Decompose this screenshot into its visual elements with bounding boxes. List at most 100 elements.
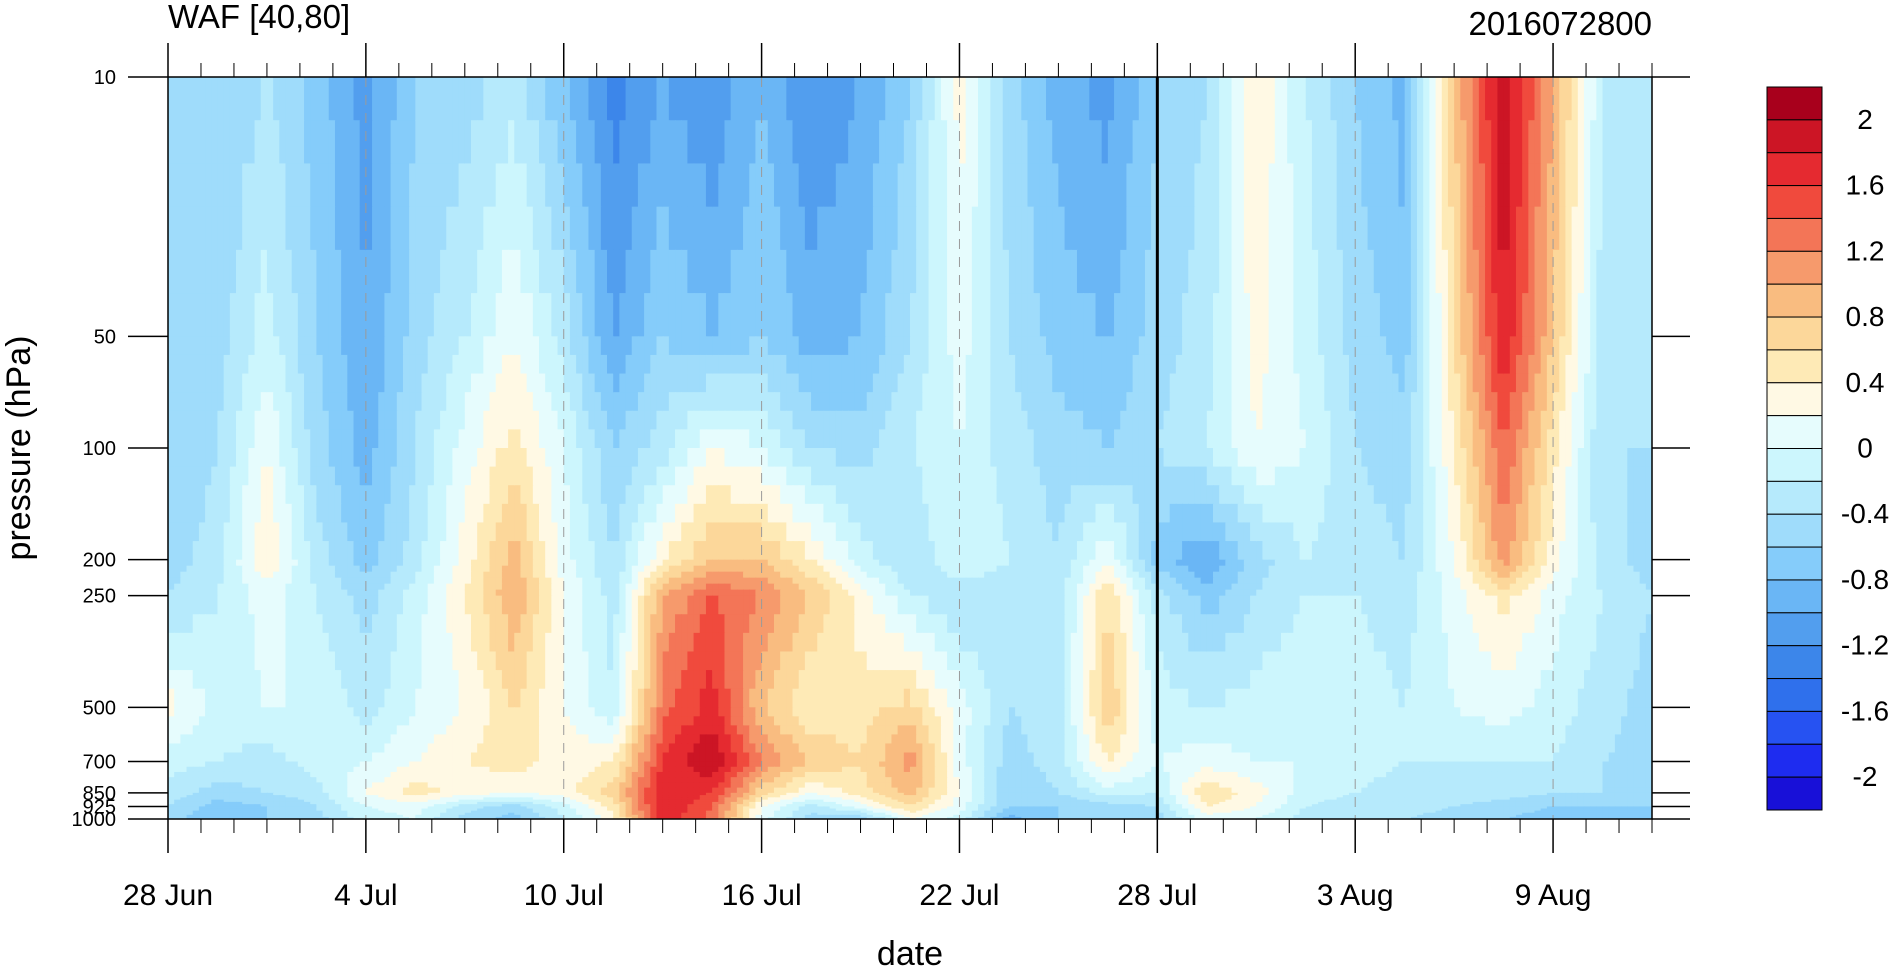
- contour-cell: [625, 429, 633, 449]
- contour-cell: [508, 571, 516, 579]
- contour-cell: [1602, 354, 1610, 375]
- contour-cell: [675, 571, 683, 579]
- contour-cell: [767, 577, 775, 585]
- contour-cell: [1478, 466, 1486, 487]
- contour-cell: [928, 541, 936, 561]
- contour-cell: [854, 466, 862, 487]
- contour-cell: [1497, 392, 1505, 412]
- contour-cell: [594, 577, 602, 585]
- contour-cell: [607, 522, 614, 542]
- contour-cell: [1095, 466, 1103, 487]
- contour-cell: [1200, 77, 1208, 122]
- contour-cell: [1410, 522, 1418, 542]
- contour-cell: [341, 541, 349, 561]
- contour-cell: [749, 336, 757, 356]
- contour-cell: [1404, 120, 1412, 165]
- contour-cell: [934, 448, 942, 468]
- contour-cell: [353, 522, 361, 542]
- contour-cell: [273, 120, 281, 165]
- contour-cell: [279, 571, 287, 579]
- contour-cell: [489, 392, 497, 412]
- contour-cell: [588, 163, 596, 208]
- contour-cell: [656, 77, 664, 122]
- contour-cell: [551, 429, 559, 449]
- contour-cell: [705, 120, 713, 165]
- chart-title-right: 2016072800: [1468, 5, 1652, 42]
- contour-cell: [1534, 249, 1542, 294]
- contour-cell: [260, 448, 268, 468]
- contour-cell: [446, 485, 454, 505]
- contour-cell: [705, 522, 713, 542]
- contour-cell: [551, 373, 559, 393]
- contour-cell: [1095, 336, 1103, 356]
- contour-cell: [372, 522, 380, 542]
- contour-cell: [260, 120, 268, 165]
- contour-cell: [736, 354, 744, 375]
- contour-cell: [328, 589, 336, 597]
- contour-cell: [699, 448, 707, 468]
- contour-cell: [1114, 163, 1122, 208]
- contour-cell: [236, 522, 243, 542]
- contour-cell: [1268, 336, 1276, 356]
- contour-cell: [464, 571, 472, 579]
- contour-cell: [551, 354, 559, 375]
- contour-cell: [761, 336, 769, 356]
- contour-cell: [1417, 485, 1425, 505]
- contour-cell: [637, 466, 645, 487]
- contour-cell: [421, 354, 429, 375]
- contour-cell: [1095, 77, 1103, 122]
- contour-cell: [1472, 429, 1480, 449]
- contour-cell: [1281, 485, 1288, 505]
- contour-cell: [415, 120, 423, 165]
- contour-cell: [712, 485, 720, 505]
- contour-cell: [1262, 410, 1270, 431]
- contour-cell: [285, 373, 293, 393]
- contour-cell: [205, 541, 213, 561]
- contour-cell: [1546, 293, 1554, 338]
- contour-cell: [1169, 392, 1177, 412]
- contour-cell: [1138, 448, 1146, 468]
- contour-cell: [872, 249, 880, 294]
- contour-cell: [1083, 336, 1091, 356]
- contour-cell: [705, 77, 713, 122]
- contour-cell: [841, 448, 849, 468]
- contour-cell: [440, 577, 448, 585]
- contour-cell: [1478, 485, 1486, 505]
- contour-cell: [1114, 503, 1122, 524]
- contour-cell: [1151, 293, 1159, 338]
- contour-cell: [1621, 466, 1629, 487]
- contour-cell: [279, 577, 287, 585]
- contour-cell: [1324, 503, 1332, 524]
- contour-cell: [279, 589, 287, 597]
- contour-cell: [1002, 354, 1010, 375]
- contour-cell: [242, 522, 250, 542]
- contour-cell: [1033, 354, 1041, 375]
- contour-cell: [1460, 354, 1468, 375]
- contour-cell: [940, 541, 948, 561]
- contour-cell: [755, 541, 763, 561]
- contour-cell: [600, 429, 608, 449]
- contour-cell: [786, 571, 794, 579]
- contour-cell: [248, 392, 256, 412]
- contour-cell: [427, 392, 435, 412]
- contour-cell: [1126, 485, 1134, 505]
- contour-cell: [817, 163, 825, 208]
- contour-cell: [1472, 392, 1480, 412]
- contour-cell: [996, 503, 1004, 524]
- contour-cell: [668, 503, 676, 524]
- contour-cell: [297, 249, 305, 294]
- contour-cell: [1590, 541, 1598, 561]
- contour-cell: [1515, 392, 1523, 412]
- contour-cell: [675, 163, 683, 208]
- contour-cell: [168, 354, 175, 375]
- contour-cell: [817, 522, 825, 542]
- contour-cell: [248, 522, 256, 542]
- contour-cell: [334, 77, 342, 122]
- contour-cell: [545, 577, 553, 585]
- contour-cell: [1231, 336, 1239, 356]
- contour-cell: [1095, 522, 1103, 542]
- contour-cell: [477, 589, 485, 597]
- contour-cell: [415, 410, 423, 431]
- contour-cell: [668, 249, 676, 294]
- contour-cell: [1188, 410, 1196, 431]
